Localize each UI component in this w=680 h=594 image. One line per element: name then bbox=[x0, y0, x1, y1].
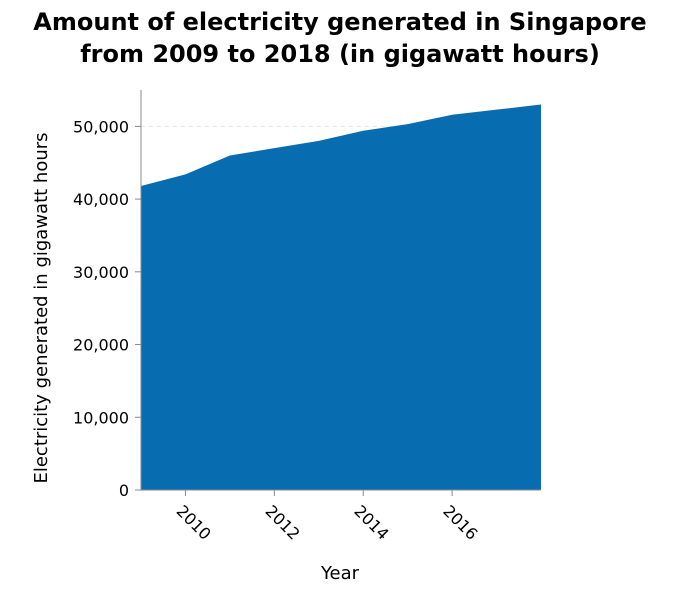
y-axis-title: Electricity generated in gigawatt hours bbox=[31, 132, 52, 483]
axes bbox=[140, 90, 541, 491]
chart-title-line1: Amount of electricity generated in Singa… bbox=[33, 8, 646, 36]
x-axis-title: Year bbox=[320, 563, 360, 584]
x-axis-ticks: 2010 2012 2014 2016 bbox=[173, 490, 482, 544]
area-fill bbox=[141, 104, 541, 490]
x-tick-label-1: 2012 bbox=[262, 501, 304, 543]
y-tick-label-4: 40,000 bbox=[73, 190, 129, 209]
chart-title-line2: from 2009 to 2018 (in gigawatt hours) bbox=[80, 40, 600, 68]
y-tick-label-2: 20,000 bbox=[73, 336, 129, 355]
x-tick-label-3: 2016 bbox=[439, 501, 481, 543]
y-tick-label-1: 10,000 bbox=[73, 408, 129, 427]
area-series bbox=[140, 104, 542, 490]
y-axis-ticks: 0 10,000 20,000 30,000 40,000 50,000 bbox=[73, 117, 141, 500]
x-tick-label-0: 2010 bbox=[173, 501, 215, 543]
x-tick-label-2: 2014 bbox=[350, 501, 392, 543]
y-tick-label-3: 30,000 bbox=[73, 263, 129, 282]
y-tick-label-5: 50,000 bbox=[73, 117, 129, 136]
y-tick-label-0: 0 bbox=[119, 481, 129, 500]
